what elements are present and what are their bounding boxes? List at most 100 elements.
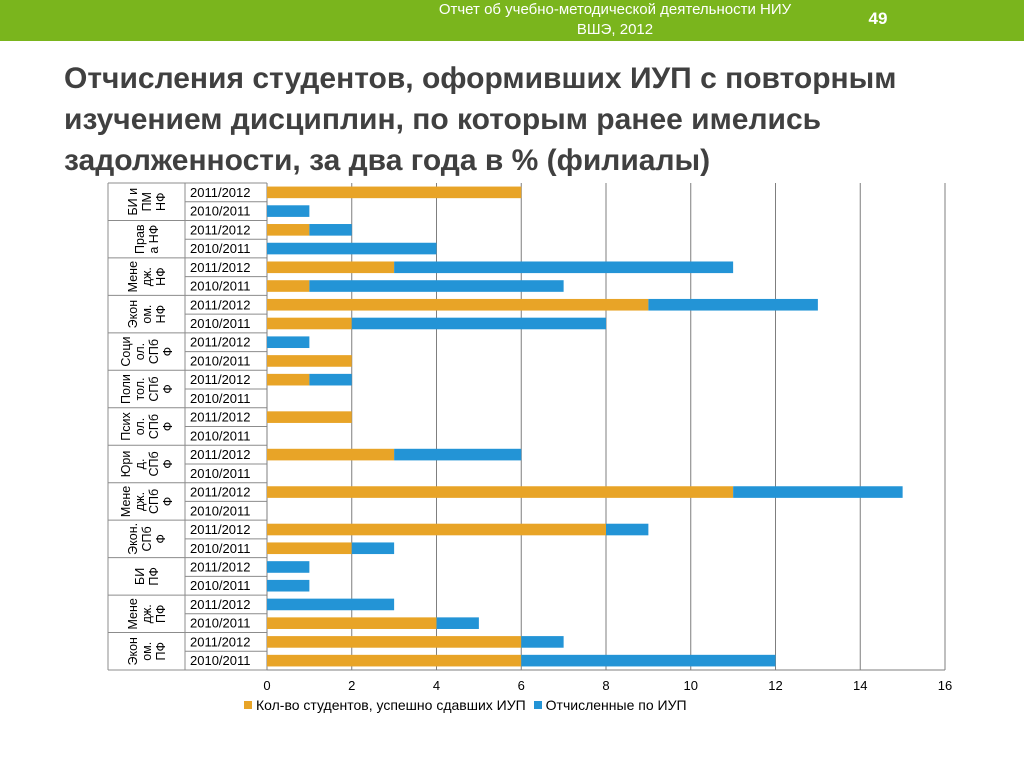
report-header-line2: ВШЭ, 2012 [576,21,654,38]
group-label-line: ПФ [147,567,161,586]
x-tick-label: 4 [433,678,440,693]
year-label: 2011/2012 [190,185,251,200]
bar-chart: 2011/2012 2010/2011 2011/2012 2010/2011 2011… [107,182,952,693]
year-label: 2011/2012 [190,447,251,462]
group-label-line: Мене [126,598,140,629]
year-label: 2011/2012 [190,522,251,537]
group-label-line: Поли [119,374,133,404]
chart-legend: Кол-во студентов, успешно сдавших ИУП От… [244,697,695,713]
group-label-line: СПб [140,526,154,551]
year-label: 2010/2011 [190,241,251,256]
year-label: 2010/2011 [190,578,251,593]
bar-expelled [267,598,395,611]
group-label-line: СПб [147,489,161,514]
bar-expelled [521,654,776,667]
bar-passed [267,636,522,648]
bar-expelled [394,261,734,274]
year-label: 2010/2011 [190,204,251,219]
bar-expelled [394,448,522,461]
bar-expelled [606,523,649,536]
page-number: 49 [868,9,888,28]
group-label-line: дж. [133,492,147,511]
legend-label-expelled: Отчисленные по ИУП [545,697,687,713]
bar-passed [267,261,395,274]
report-header-line1: Отчет об учебно-методической деятельност… [438,1,792,18]
year-label: 2011/2012 [190,222,251,237]
group-label-line: Экон [126,637,140,666]
group-label-line: Прав [133,224,147,254]
year-label: 2011/2012 [190,260,251,275]
bar-expelled [648,298,818,311]
legend-swatch-expelled [533,701,542,709]
year-label: 2010/2011 [190,428,251,443]
bar-expelled [733,486,903,498]
bar-expelled [436,617,479,629]
bar-expelled [351,317,606,330]
bar-passed [267,654,522,667]
group-label-line: тол. [133,378,147,401]
legend-swatch-passed [244,701,252,709]
year-label: 2010/2011 [190,466,251,481]
slide-title: Отчисления студентов, оформивших ИУП с п… [64,62,897,177]
year-label: 2011/2012 [190,372,251,387]
group-label-line: Экон [126,300,140,329]
group-label-line: СПб [147,339,161,364]
year-label: 2011/2012 [190,410,251,425]
group-label-line: Ф [161,459,175,469]
group-label-line: НФ [154,192,168,211]
year-label: 2010/2011 [190,541,251,556]
group-label-line: Ф [161,422,175,432]
bar-passed [267,373,310,386]
group-label-line: а НФ [147,225,161,254]
bar-passed [267,542,352,555]
group-label-line: Мене [119,486,133,517]
year-label: 2010/2011 [190,353,251,368]
bar-passed [267,523,606,536]
year-label: 2010/2011 [190,391,251,406]
year-label: 2011/2012 [190,297,251,312]
group-label-line: ПМ [140,192,154,211]
group-label-line: СПб [147,414,161,439]
x-tick-label: 2 [348,678,355,693]
group-label-line: Ф [161,497,175,507]
x-tick-label: 8 [602,678,609,693]
x-tick-label: 10 [684,678,698,693]
group-label-line: СПб [147,376,161,401]
group-label-line: ПФ [154,605,168,624]
year-label: 2010/2011 [190,653,251,668]
group-label-line: д. [133,459,147,470]
year-label: 2011/2012 [190,559,251,574]
bar-passed [267,317,352,330]
group-label-line: СПб [147,451,161,476]
group-label-line: Соци [119,337,133,367]
group-label-line: Юри [119,451,133,478]
legend-item-passed: Кол-во студентов, успешно сдавших ИУП [244,697,526,713]
year-label: 2010/2011 [190,503,251,518]
year-label: 2011/2012 [190,335,251,350]
bar-expelled [351,542,395,555]
year-label: 2011/2012 [190,597,251,612]
group-label-line: ом. [140,305,154,324]
year-label: 2010/2011 [190,316,251,331]
bar-expelled [309,373,352,386]
group-label-line: дж. [140,604,154,623]
group-label-line: Мене [126,261,140,292]
year-label: 2010/2011 [190,616,251,631]
group-label-line: НФ [154,267,168,286]
bar-passed [267,298,649,311]
bar-passed [267,486,734,498]
group-label-line: Экон. [126,523,140,555]
x-tick-label: 0 [263,678,270,693]
group-label-line: БИ и [126,188,140,216]
legend-item-expelled: Отчисленные по ИУП [533,697,687,713]
bar-passed [267,617,437,629]
bar-passed [267,448,395,461]
bar-passed [267,411,352,423]
bar-expelled [521,636,564,648]
group-label-line: БИ [133,568,147,585]
group-label-line: ом. [140,642,154,661]
bar-expelled [309,224,352,236]
group-label-line: Ф [154,534,168,544]
bar-passed [267,355,352,367]
bar-expelled [267,579,310,592]
